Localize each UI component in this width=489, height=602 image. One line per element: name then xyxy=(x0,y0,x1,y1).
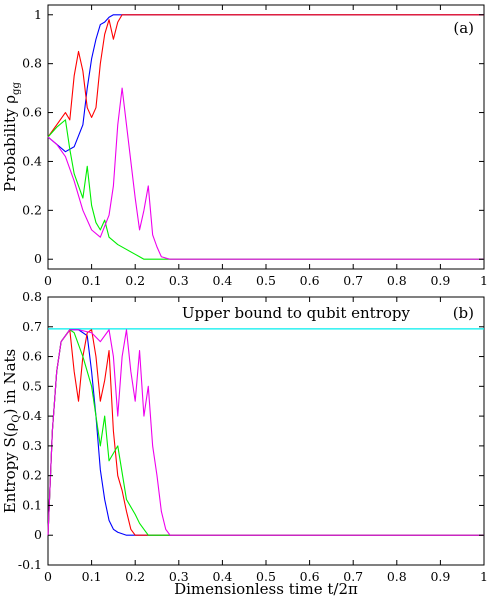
panel-b-label: (b) xyxy=(453,304,474,322)
x-tick-label: 1 xyxy=(480,273,488,288)
panel-a-ylabel-main: Probability ρ xyxy=(1,95,19,192)
y-tick-label: 0.3 xyxy=(22,438,42,453)
x-tick-label: 0.2 xyxy=(125,569,145,584)
x-tick-label: 0.4 xyxy=(212,273,232,288)
panel-b-ylabel: Entropy S(ρQ) in Nats xyxy=(1,349,22,513)
y-tick-label: 0.2 xyxy=(22,468,42,483)
x-tick-label: 1 xyxy=(480,569,488,584)
y-tick-label: 0.8 xyxy=(22,56,42,71)
x-tick-label: 0.8 xyxy=(387,569,407,584)
y-tick-label: 0.4 xyxy=(22,153,42,168)
x-tick-label: 0.1 xyxy=(82,273,102,288)
x-tick-label: 0.7 xyxy=(343,273,363,288)
x-tick-label: 0.5 xyxy=(256,273,276,288)
y-tick-label: 0.2 xyxy=(22,202,42,217)
x-tick-label: 0 xyxy=(44,569,52,584)
x-tick-label: 0.8 xyxy=(387,273,407,288)
y-tick-label: 0.1 xyxy=(22,497,42,512)
x-tick-label: 0.2 xyxy=(125,273,145,288)
panel-b-ylabel-tail: ) in Nats xyxy=(1,349,19,415)
y-tick-label: 0.5 xyxy=(22,378,42,393)
panel-a-series-line-1 xyxy=(47,14,484,153)
panel-b-series-line-4 xyxy=(47,329,484,536)
panel-b-ylabel-main: Entropy S(ρ xyxy=(1,422,19,513)
panel-a-ticks: 0 0.1 0.2 0.3 0.4 0.5 0.6 0.7 0.8 0.9 1 0 0.2 0.4 0.6 0… xyxy=(22,5,488,288)
x-tick-label: 0.5 xyxy=(256,569,276,584)
panel-b-ticks: 0 0.1 0.2 0.3 0.4 0.5 0.6 0.7 0.8 0.9 1-0.100.10.2… xyxy=(18,289,488,584)
panel-b: 0 0.1 0.2 0.3 0.4 0.5 0.6 0.7 0.8 0.9 1-0.100.10.2… xyxy=(1,289,488,598)
x-tick-label: 0.3 xyxy=(169,569,189,584)
y-tick-label: -0.1 xyxy=(18,557,42,572)
y-tick-label: 0.8 xyxy=(22,289,42,304)
y-tick-label: 0.6 xyxy=(22,105,42,120)
y-tick-label: 0 xyxy=(34,527,42,542)
panel-a-series-line-3 xyxy=(47,119,484,260)
panel-a-series-line-4 xyxy=(47,87,484,260)
x-tick-label: 0.6 xyxy=(300,569,320,584)
x-tick-label: 0.3 xyxy=(169,273,189,288)
panel-b-annotation: Upper bound to qubit entropy xyxy=(182,304,411,322)
y-tick-label: 0.4 xyxy=(22,408,42,423)
y-tick-label: 0.7 xyxy=(22,319,42,334)
panel-a-series xyxy=(47,14,484,260)
x-tick-label: 0.6 xyxy=(300,273,320,288)
panel-a-ylabel: Probability ρgg xyxy=(1,82,22,192)
x-tick-label: 0 xyxy=(44,273,52,288)
panel-a-series-line-2 xyxy=(47,14,484,138)
panel-a-ylabel-sub: gg xyxy=(11,82,22,95)
x-tick-label: 0.1 xyxy=(82,569,102,584)
y-tick-label: 0.6 xyxy=(22,349,42,364)
panel-a-frame xyxy=(47,4,485,270)
x-tick-label: 0.9 xyxy=(430,273,450,288)
x-tick-label: 0.9 xyxy=(430,569,450,584)
panel-b-ylabel-sub: Q xyxy=(11,414,22,422)
x-tick-label: 0.7 xyxy=(343,569,363,584)
y-tick-label: 1 xyxy=(34,7,42,22)
x-tick-label: 0.4 xyxy=(212,569,232,584)
panel-a: 0 0.1 0.2 0.3 0.4 0.5 0.6 0.7 0.8 0.9 1 0 0.2 0.4 0.6 0… xyxy=(1,4,488,288)
y-tick-label: 0 xyxy=(34,251,42,266)
panel-a-label: (a) xyxy=(453,19,474,37)
panel-b-series xyxy=(47,328,484,536)
panel-b-xlabel: Dimensionless time t/2π xyxy=(174,580,358,598)
